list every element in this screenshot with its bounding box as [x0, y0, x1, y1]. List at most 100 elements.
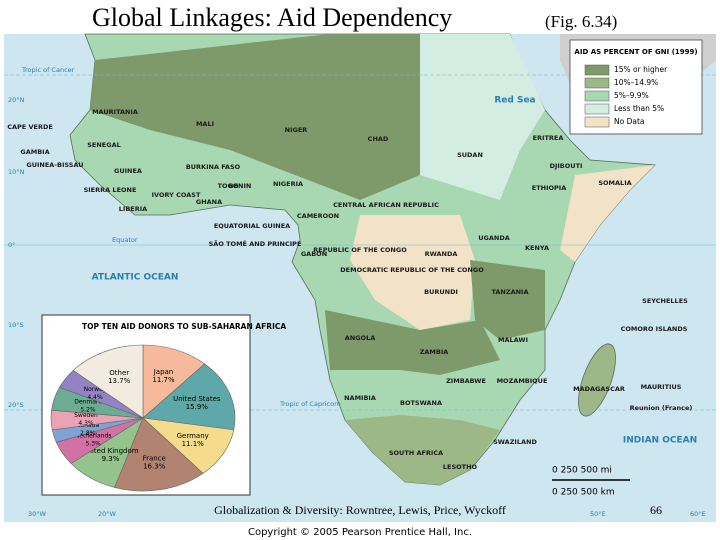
country-label: UGANDA — [478, 234, 510, 242]
pie-slice — [142, 417, 235, 474]
country-label: GUINEA-BISSAU — [26, 161, 83, 169]
country-label: BOTSWANA — [400, 399, 442, 407]
legend-swatch — [584, 77, 610, 89]
country-label: TANZANIA — [491, 288, 528, 296]
legend-label: 10%–14.9% — [614, 78, 658, 87]
country-label: NIGERIA — [273, 180, 303, 188]
country-label: SOUTH AFRICA — [389, 449, 443, 457]
madagascar — [578, 343, 616, 417]
legend: AID AS PERCENT OF GNI (1999) 15% or highe… — [569, 39, 703, 135]
slice-label: Sweden — [74, 412, 98, 419]
scale-miles: 0 250 500 mi — [552, 466, 612, 476]
grid-label: Equator — [112, 236, 138, 244]
grid-label: 60°E — [690, 510, 706, 518]
page-number: 66 — [650, 503, 662, 517]
legend-swatch — [584, 64, 610, 76]
slice-value: 4.4% — [87, 394, 103, 401]
legend-swatch — [584, 103, 610, 115]
slice-label: Netherlands — [75, 432, 112, 439]
country-label: CENTRAL AFRICAN REPUBLIC — [333, 201, 439, 209]
country-label: IVORY COAST — [152, 191, 201, 199]
country-label: TOGO — [218, 182, 239, 190]
slice-value: 9.3% — [102, 455, 120, 463]
country-label: BURKINA FASO — [186, 163, 241, 171]
slice-label: France — [143, 454, 166, 462]
drc-region — [350, 215, 475, 330]
country-label: LIBERIA — [119, 205, 147, 213]
copyright: Copyright © 2005 Pearson Prentice Hall, … — [248, 527, 472, 538]
country-label: Reunion (France) — [630, 404, 693, 412]
country-label: MAURITANIA — [92, 108, 138, 116]
country-label: DJIBOUTI — [550, 162, 583, 170]
scale-km: 0 250 500 km — [552, 488, 615, 498]
sea-label: ATLANTIC OCEAN — [92, 273, 179, 283]
country-label: EQUATORIAL GUINEA — [214, 222, 290, 230]
country-label: CHAD — [368, 135, 389, 143]
country-label: MALAWI — [498, 336, 528, 344]
legend-label: Less than 5% — [614, 104, 664, 113]
country-label: CAMEROON — [297, 212, 339, 220]
sea-label: INDIAN OCEAN — [623, 436, 697, 446]
slice-value: 11.7% — [152, 376, 175, 384]
legend-swatch — [584, 116, 610, 128]
country-label: SOMALIA — [598, 179, 631, 187]
country-label: MAURITIUS — [641, 383, 682, 391]
slice-label: Japan — [153, 368, 174, 376]
country-label: ZIMBABWE — [446, 377, 486, 385]
grid-label: 20°N — [8, 96, 25, 104]
country-label: SENEGAL — [87, 141, 121, 149]
country-label: GUINEA — [114, 167, 142, 175]
country-label: COMORO ISLANDS — [621, 325, 688, 333]
country-label: SUDAN — [457, 151, 483, 159]
country-label: MALI — [196, 120, 214, 128]
pie-slice — [142, 363, 236, 431]
slice-label: Norway — [84, 386, 107, 393]
country-label: ANGOLA — [345, 334, 376, 342]
pie-slice — [142, 344, 206, 419]
country-label: BURUNDI — [424, 288, 458, 296]
country-label: SIERRA LEONE — [84, 186, 137, 194]
country-label: ETHIOPIA — [532, 184, 566, 192]
tanzania-region — [470, 260, 545, 340]
legend-label: No Data — [614, 117, 645, 126]
grid-label: 50°E — [590, 510, 606, 518]
slice-label: Germany — [177, 432, 209, 440]
grid-label: 20°W — [98, 510, 117, 518]
slice-value: 13.7% — [108, 377, 131, 385]
country-label: KENYA — [525, 244, 549, 252]
slice-value: 15.9% — [186, 403, 209, 411]
legend-swatch — [584, 90, 610, 102]
south-region — [345, 415, 500, 485]
country-label: LESOTHO — [443, 463, 478, 471]
country-label: MOZAMBIQUE — [497, 377, 548, 385]
sea-label: Red Sea — [494, 96, 535, 106]
grid-label: 10°S — [8, 321, 24, 329]
grid-label: 30°W — [28, 510, 47, 518]
country-label: DEMOCRATIC REPUBLIC OF THE CONGO — [340, 266, 484, 274]
country-label: MADAGASCAR — [573, 385, 625, 393]
pie-inset: TOP TEN AID DONORS TO SUB-SAHARAN AFRICA… — [41, 314, 286, 496]
country-label: REPUBLIC OF THE CONGO — [313, 246, 407, 254]
country-label: SEYCHELLES — [642, 297, 688, 305]
scale-bar: 0 250 500 mi 0 250 500 km — [552, 466, 630, 498]
slice-label: United Kingdom — [82, 447, 138, 455]
grid-label: 10°N — [8, 168, 25, 176]
grid-label: Tropic of Capricorn — [279, 400, 341, 408]
pie-title: TOP TEN AID DONORS TO SUB-SAHARAN AFRICA — [82, 322, 286, 331]
country-label: RWANDA — [425, 250, 458, 258]
slice-value: 2.8% — [80, 430, 96, 437]
country-label: GAMBIA — [20, 148, 49, 156]
slice-value: 4.3% — [78, 420, 94, 427]
country-label: GHANA — [196, 198, 222, 206]
country-label: ZAMBIA — [420, 348, 449, 356]
slice-value: 5.2% — [80, 406, 96, 413]
footer-text: Globalization & Diversity: Rowntree, Lew… — [214, 503, 506, 517]
grid-label: 20°S — [8, 401, 24, 409]
country-label: NIGER — [285, 126, 308, 134]
slice-value: 11.1% — [182, 440, 205, 448]
slice-label: Denmark — [74, 398, 102, 405]
pie-slice — [114, 417, 204, 492]
grid-label: Tropic of Cancer — [21, 66, 75, 74]
country-label: BENIN — [229, 182, 252, 190]
